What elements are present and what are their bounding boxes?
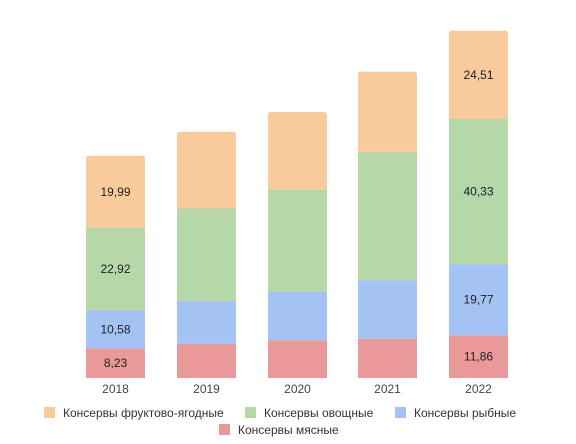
legend-item[interactable]: Консервы овощные <box>245 406 374 420</box>
x-tick-label: 2018 <box>102 382 129 396</box>
bar-segment <box>449 30 508 119</box>
x-tick-label: 2021 <box>374 382 401 396</box>
data-label: 22,92 <box>100 262 130 276</box>
legend-swatch <box>395 407 406 418</box>
legend-swatch <box>44 407 55 418</box>
legend-item[interactable]: Консервы фруктово-ягодные <box>44 406 224 420</box>
bar-segment <box>268 340 327 378</box>
bar-segment <box>177 131 236 209</box>
data-label: 19,99 <box>100 185 130 199</box>
x-axis: 2018 2019 2020 2021 2022 <box>102 382 492 396</box>
bar-segment <box>358 280 417 339</box>
bar-segment <box>358 338 417 378</box>
bar-segment <box>358 151 417 281</box>
legend-label: Консервы рыбные <box>414 406 516 420</box>
bar-segment <box>268 291 327 341</box>
bar-segment <box>268 189 327 292</box>
bar-segment <box>86 310 145 349</box>
bars-layer <box>86 30 508 378</box>
bar-segment <box>177 343 236 378</box>
legend-label: Консервы овощные <box>264 406 374 420</box>
data-label: 19,77 <box>463 293 493 307</box>
x-tick-label: 2022 <box>465 382 492 396</box>
bar-segment <box>177 300 236 344</box>
bar-segment <box>449 335 508 378</box>
bar-segment <box>449 264 508 336</box>
bar-segment <box>268 111 327 190</box>
data-label: 24,51 <box>463 68 493 82</box>
legend[interactable]: Консервы фруктово-ягодные Консервы овощны… <box>44 406 516 437</box>
legend-label: Консервы фруктово-ягодные <box>63 406 224 420</box>
legend-swatch <box>245 407 256 418</box>
legend-item[interactable]: Консервы рыбные <box>395 406 516 420</box>
bar-segment <box>358 71 417 152</box>
bar-segment <box>177 208 236 301</box>
data-label: 11,86 <box>464 350 493 364</box>
bar-segment <box>86 348 145 378</box>
bar-segment <box>86 227 145 311</box>
segment-labels-layer: 8,23 10,58 22,92 19,99 11,86 19,77 40,33 24,51 <box>100 68 493 370</box>
legend-swatch <box>219 424 230 435</box>
x-tick-label: 2020 <box>284 382 311 396</box>
data-label: 10,58 <box>100 322 130 336</box>
x-tick-label: 2019 <box>193 382 220 396</box>
data-label: 40,33 <box>463 185 493 199</box>
bar-segment <box>86 155 145 228</box>
bar-segment <box>449 118 508 265</box>
data-label: 8,23 <box>104 356 128 370</box>
legend-item[interactable]: Консервы мясные <box>219 423 339 437</box>
legend-label: Консервы мясные <box>238 423 339 437</box>
